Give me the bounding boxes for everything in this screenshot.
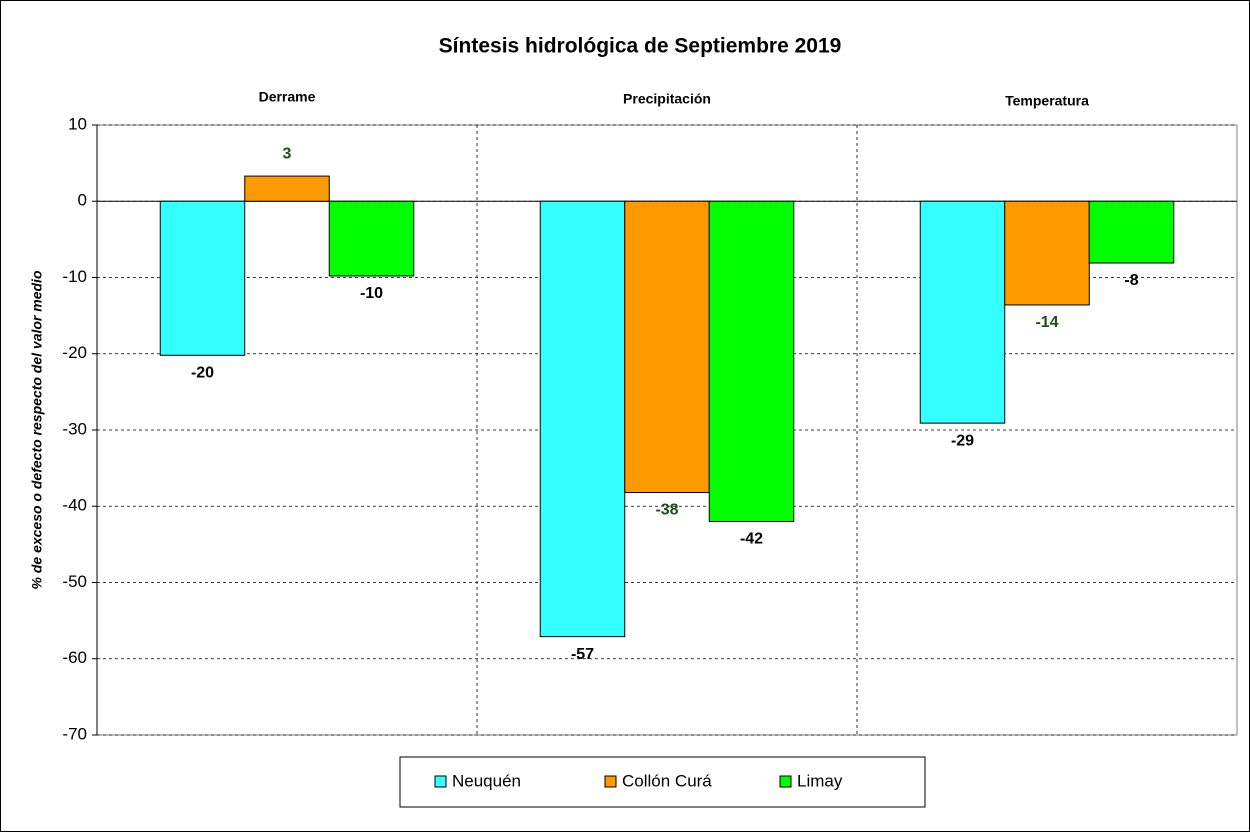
- legend-swatch: [434, 775, 447, 788]
- category-label: Precipitación: [623, 91, 711, 107]
- data-label: -10: [360, 285, 383, 302]
- y-tick-label: -30: [62, 419, 87, 438]
- bar: [708, 200, 795, 522]
- data-label: -29: [951, 432, 974, 449]
- bar: [1004, 200, 1090, 306]
- legend-label: Collón Curá: [622, 771, 712, 790]
- bar: [328, 200, 415, 277]
- data-label: -14: [1035, 314, 1058, 331]
- bar: [244, 175, 330, 202]
- data-label: -8: [1124, 272, 1138, 289]
- y-tick-label: 0: [78, 191, 87, 210]
- y-tick-label: 10: [68, 114, 87, 133]
- y-tick-label: -10: [62, 267, 87, 286]
- legend-label: Neuquén: [452, 771, 521, 790]
- y-axis-label: % de exceso o defecto respecto del valor…: [29, 270, 45, 589]
- bar: [1088, 200, 1175, 264]
- y-tick-label: -20: [62, 343, 87, 362]
- bar: [624, 200, 710, 494]
- category-label: Derrame: [259, 89, 316, 105]
- bar: [159, 200, 246, 356]
- data-label: -38: [655, 502, 678, 519]
- data-label: -20: [191, 364, 214, 381]
- bar: [919, 200, 1006, 424]
- data-label: 3: [283, 145, 292, 162]
- legend-box: [399, 756, 926, 808]
- legend-swatch: [779, 775, 792, 788]
- legend-swatch: [604, 775, 617, 788]
- y-tick-label: -50: [62, 572, 87, 591]
- category-label: Temperatura: [1005, 93, 1089, 109]
- legend-label: Limay: [797, 771, 843, 790]
- chart-title: Síntesis hidrológica de Septiembre 2019: [439, 35, 842, 58]
- data-label: -42: [740, 531, 763, 548]
- y-tick-label: -70: [62, 724, 87, 743]
- bar: [539, 200, 626, 638]
- data-label: -57: [571, 646, 594, 663]
- y-tick-label: -60: [62, 648, 87, 667]
- y-tick-label: -40: [62, 496, 87, 515]
